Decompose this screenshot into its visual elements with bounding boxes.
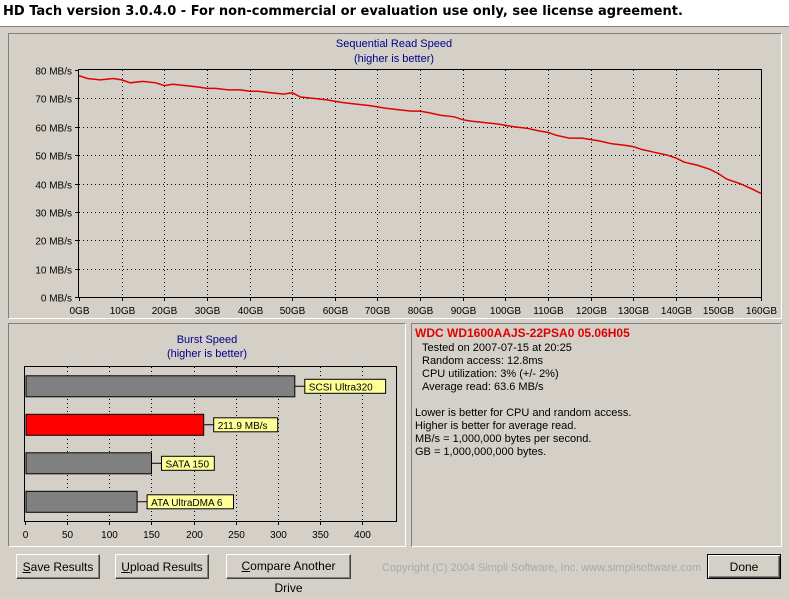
sequential-chart-title: Sequential Read Speed xyxy=(336,38,452,50)
save-results-button[interactable]: Save Results xyxy=(16,554,100,579)
sequential-read-chart: Sequential Read Speed (higher is better)… xyxy=(35,38,777,317)
burst-speed-chart: Burst Speed (higher is better) SCSI Ultr… xyxy=(23,334,397,541)
compare-another-drive-button[interactable]: Compare Another Drive xyxy=(226,554,351,595)
x-tick-label: 100GB xyxy=(490,306,521,317)
burst-chart-subtitle: (higher is better) xyxy=(167,348,247,360)
burst-chart-title: Burst Speed xyxy=(177,334,238,346)
y-tick-label: 20 MB/s xyxy=(35,237,72,248)
drive-info-panel: WDC WD1600AAJS-22PSA0 05.06H05 Tested on… xyxy=(411,323,782,547)
burst-tick-label: 300 xyxy=(270,530,287,541)
x-tick-label: 110GB xyxy=(533,306,564,317)
reference-bar xyxy=(25,375,296,398)
x-tick-label: 60GB xyxy=(323,306,349,317)
y-tick-label: 10 MB/s xyxy=(35,266,72,277)
note-gb: GB = 1,000,000,000 bytes. xyxy=(415,446,547,458)
burst-tick-label: 50 xyxy=(62,530,74,541)
cpu-utilization: CPU utilization: 3% (+/- 2%) xyxy=(422,368,559,380)
y-tick-label: 30 MB/s xyxy=(35,209,72,220)
tested-drive-bar xyxy=(25,413,205,436)
x-tick-label: 0GB xyxy=(69,306,89,317)
done-label: Done xyxy=(729,559,759,574)
sequential-read-panel: Sequential Read Speed (higher is better)… xyxy=(8,33,782,319)
x-tick-label: 160GB xyxy=(746,306,777,317)
burst-speed-panel: Burst Speed (higher is better) SCSI Ultr… xyxy=(8,323,406,547)
burst-tick-label: 150 xyxy=(143,530,160,541)
bar-label-box xyxy=(213,417,279,433)
x-tick-label: 20GB xyxy=(152,306,178,317)
sequential-chart-subtitle: (higher is better) xyxy=(354,53,434,65)
compare-another-drive-label: Compare Another Drive xyxy=(241,559,336,595)
note-average-read: Higher is better for average read. xyxy=(415,420,577,432)
tested-on: Tested on 2007-07-15 at 20:25 xyxy=(422,342,572,354)
mnemonic-letter: S xyxy=(22,559,31,574)
bar-label-box xyxy=(304,378,387,394)
x-tick-label: 50GB xyxy=(280,306,306,317)
y-tick-label: 80 MB/s xyxy=(35,67,72,78)
note-mbs: MB/s = 1,000,000 bytes per second. xyxy=(415,433,592,445)
burst-tick-label: 100 xyxy=(101,530,118,541)
done-button[interactable]: Done xyxy=(707,554,781,579)
burst-tick-label: 0 xyxy=(23,530,29,541)
y-tick-label: 40 MB/s xyxy=(35,181,72,192)
x-tick-label: 150GB xyxy=(703,306,734,317)
burst-tick-label: 350 xyxy=(312,530,329,541)
mnemonic-letter: C xyxy=(241,559,251,573)
x-tick-label: 120GB xyxy=(576,306,607,317)
random-access: Random access: 12.8ms xyxy=(422,355,544,367)
x-tick-label: 130GB xyxy=(618,306,649,317)
y-tick-label: 70 MB/s xyxy=(35,95,72,106)
copyright-text: Copyright (C) 2004 Simpli Software, Inc.… xyxy=(382,562,702,574)
burst-tick-label: 250 xyxy=(228,530,245,541)
mnemonic-letter: U xyxy=(121,559,130,574)
bar-label: SCSI Ultra320 xyxy=(309,382,373,393)
read-speed-line xyxy=(78,74,762,195)
upload-results-button[interactable]: Upload Results xyxy=(115,554,209,579)
bar-label: ATA UltraDMA 6 xyxy=(151,498,223,509)
x-tick-label: 40GB xyxy=(238,306,264,317)
drive-name: WDC WD1600AAJS-22PSA0 05.06H05 xyxy=(415,326,630,340)
x-tick-label: 70GB xyxy=(365,306,391,317)
reference-bar xyxy=(25,490,138,513)
average-read: Average read: 63.6 MB/s xyxy=(422,381,544,393)
burst-tick-label: 400 xyxy=(354,530,371,541)
bar-label: 211.9 MB/s xyxy=(218,421,268,432)
y-tick-label: 50 MB/s xyxy=(35,152,72,163)
y-tick-label: 0 MB/s xyxy=(41,294,72,305)
y-tick-label: 60 MB/s xyxy=(35,124,72,135)
note-cpu-random: Lower is better for CPU and random acces… xyxy=(415,407,632,419)
x-tick-label: 140GB xyxy=(661,306,692,317)
x-tick-label: 30GB xyxy=(195,306,221,317)
bar-label-box xyxy=(161,455,215,471)
x-tick-label: 80GB xyxy=(408,306,434,317)
bar-label-box xyxy=(146,494,235,510)
upload-results-label: Upload Results xyxy=(121,559,203,574)
x-tick-label: 90GB xyxy=(451,306,477,317)
save-results-label: Save Results xyxy=(22,559,94,574)
x-tick-label: 10GB xyxy=(110,306,136,317)
window-title: HD Tach version 3.0.4.0 - For non-commer… xyxy=(3,4,683,19)
sequential-plot-area xyxy=(78,69,762,298)
title-bar: HD Tach version 3.0.4.0 - For non-commer… xyxy=(0,0,789,27)
burst-plot-area xyxy=(24,366,397,522)
burst-tick-label: 200 xyxy=(186,530,203,541)
reference-bar xyxy=(25,452,152,475)
bar-label: SATA 150 xyxy=(166,459,210,470)
